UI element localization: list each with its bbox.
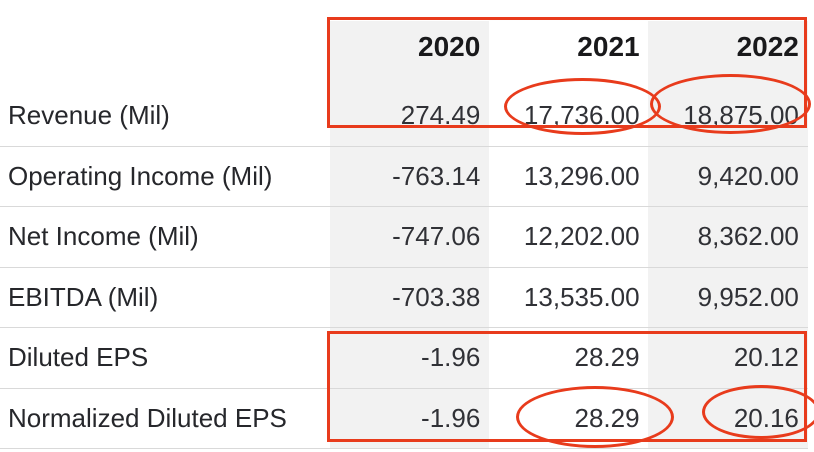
cell-net-income-2020: -747.06 <box>392 221 481 252</box>
row-label: Operating Income (Mil) <box>8 160 273 191</box>
row-label: Revenue (Mil) <box>8 100 170 131</box>
row-label: EBITDA (Mil) <box>8 281 159 312</box>
table-row-revenue: Revenue (Mil) 274.49 17,736.00 18,875.00 <box>0 86 808 147</box>
column-shade-2020 <box>330 21 489 449</box>
cell-ebitda-2022: 9,952.00 <box>697 281 799 312</box>
cell-operating-income-2020: -763.14 <box>392 160 481 191</box>
cell-normalized-diluted-eps-2020: -1.96 <box>421 402 481 433</box>
cell-net-income-2021: 12,202.00 <box>523 221 640 252</box>
cell-revenue-2020: 274.49 <box>400 100 481 131</box>
table-header-row: 2020 2021 2022 <box>0 21 808 86</box>
cell-ebitda-2021: 13,535.00 <box>523 281 640 312</box>
cell-revenue-2022: 18,875.00 <box>683 100 799 131</box>
cell-revenue-2021: 17,736.00 <box>523 100 640 131</box>
column-shade-2022 <box>648 21 808 449</box>
row-label: Net Income (Mil) <box>8 221 199 252</box>
year-header-2022: 2022 <box>736 30 799 62</box>
cell-ebitda-2020: -703.38 <box>392 281 481 312</box>
cell-diluted-eps-2020: -1.96 <box>421 342 481 373</box>
table-row-net-income: Net Income (Mil) -747.06 12,202.00 8,362… <box>0 207 808 268</box>
metrics-table: 2020 2021 2022 Revenue (Mil) 274.49 17,7… <box>0 21 808 449</box>
table-row-operating-income: Operating Income (Mil) -763.14 13,296.00… <box>0 147 808 207</box>
cell-normalized-diluted-eps-2022: 20.16 <box>733 402 799 433</box>
year-header-2021: 2021 <box>577 30 640 62</box>
row-label: Diluted EPS <box>8 342 149 373</box>
cell-diluted-eps-2022: 20.12 <box>733 342 799 373</box>
table-row-ebitda: EBITDA (Mil) -703.38 13,535.00 9,952.00 <box>0 268 808 328</box>
year-header-2020: 2020 <box>418 30 481 62</box>
cell-operating-income-2021: 13,296.00 <box>523 160 640 191</box>
row-label: Normalized Diluted EPS <box>8 402 287 433</box>
table-row-normalized-diluted-eps: Normalized Diluted EPS -1.96 28.29 20.16 <box>0 389 808 449</box>
cell-net-income-2022: 8,362.00 <box>697 221 799 252</box>
cell-operating-income-2022: 9,420.00 <box>697 160 799 191</box>
table-row-diluted-eps: Diluted EPS -1.96 28.29 20.12 <box>0 328 808 389</box>
cell-diluted-eps-2021: 28.29 <box>574 342 640 373</box>
cell-normalized-diluted-eps-2021: 28.29 <box>574 402 640 433</box>
